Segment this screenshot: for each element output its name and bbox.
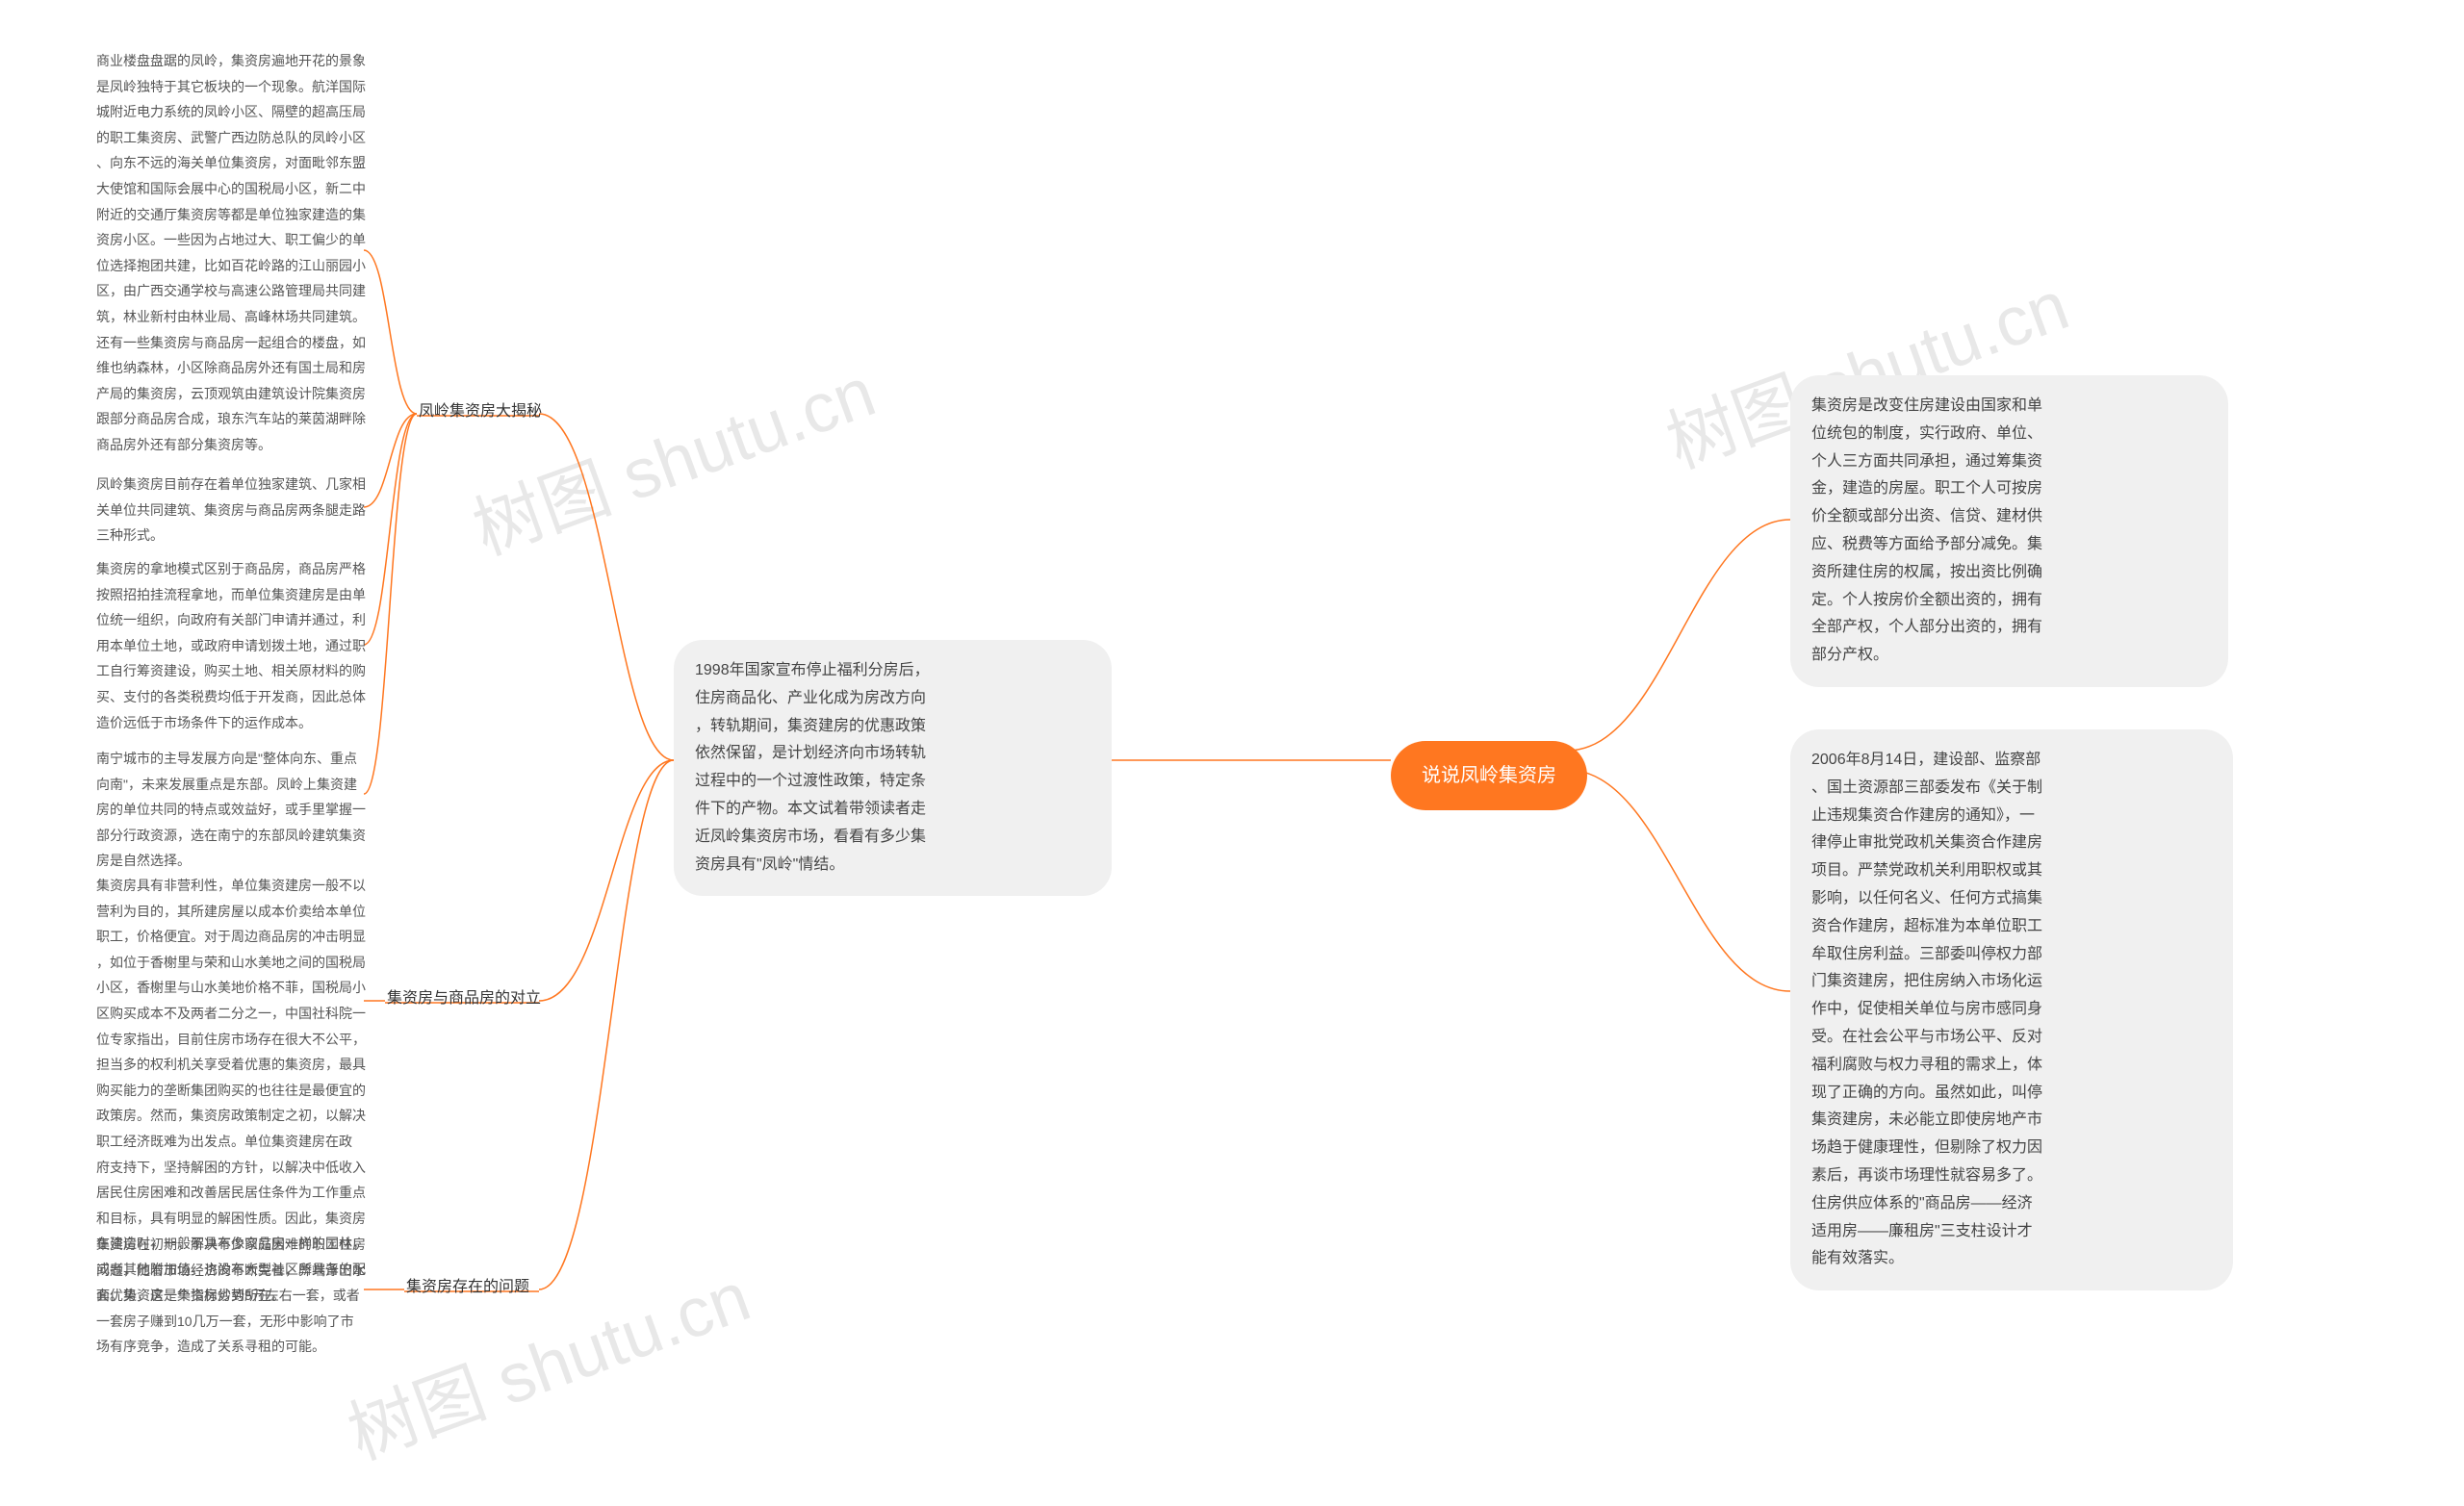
branch-label-1[interactable]: 凤岭集资房大揭秘 [419, 397, 542, 421]
left-intro-node: 1998年国家宣布停止福利分房后，住房商品化、产业化成为房改方向，转轨期间，集资… [674, 640, 1112, 896]
branch-label-2[interactable]: 集资房与商品房的对立 [387, 984, 541, 1008]
detail-1d: 南宁城市的主导发展方向是"整体向东、重点向南"，未来发展重点是东部。凤岭上集资建… [96, 746, 366, 874]
watermark: 树图 shutu.cn [457, 336, 886, 574]
detail-1b: 凤岭集资房目前存在着单位独家建筑、几家相关单位共同建筑、集资房与商品房两条腿走路… [96, 472, 366, 549]
detail-1a: 商业楼盘盘踞的凤岭，集资房遍地开花的景象是凤岭独特于其它板块的一个现象。航洋国际… [96, 48, 366, 458]
root-node[interactable]: 说说凤岭集资房 [1391, 741, 1587, 810]
detail-3: 集资房在初期，解决不少家庭困难的职工住房问题，随着市场经济的不断完善，弊端浮出水… [96, 1232, 366, 1360]
branch-label-3[interactable]: 集资房存在的问题 [406, 1273, 529, 1296]
right-top-node: 集资房是改变住房建设由国家和单位统包的制度，实行政府、单位、个人三方面共同承担，… [1790, 375, 2228, 687]
right-bottom-node: 2006年8月14日，建设部、监察部、国土资源部三部委发布《关于制止违规集资合作… [1790, 729, 2233, 1290]
detail-1c: 集资房的拿地模式区别于商品房，商品房严格按照招拍挂流程拿地，而单位集资建房是由单… [96, 556, 366, 735]
watermark: 树图 shutu.cn [332, 1240, 761, 1479]
